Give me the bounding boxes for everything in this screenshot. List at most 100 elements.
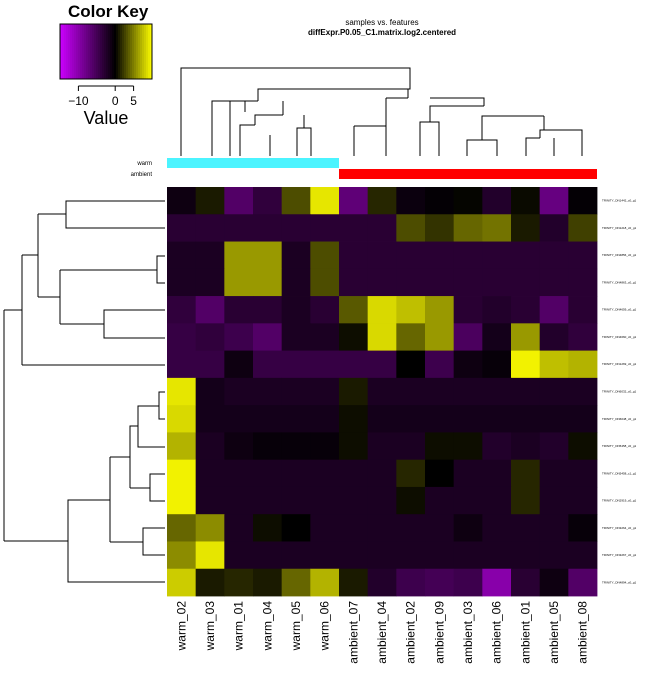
heatmap-cell [195, 541, 225, 570]
heatmap-cell [167, 296, 197, 324]
column-label: ambient_03 [461, 601, 475, 664]
color-key-tick-label: 5 [130, 94, 137, 108]
heatmap-cell [310, 296, 340, 324]
heatmap-cell [482, 350, 512, 379]
heatmap-cell [396, 323, 426, 351]
color-key-swatch [92, 24, 95, 79]
heatmap-cell [425, 486, 455, 515]
heatmap-cell [367, 241, 397, 270]
color-key-swatch [140, 24, 143, 79]
heatmap-cell [253, 296, 283, 324]
color-key-gradient [60, 24, 153, 79]
heatmap-cell [253, 214, 283, 242]
heatmap-cell [568, 323, 598, 351]
heatmap-cell [167, 350, 197, 379]
heatmap-cell [539, 268, 569, 297]
heatmap-cell [224, 241, 254, 270]
heatmap-cell [367, 296, 397, 324]
heatmap-cell [539, 514, 569, 542]
heatmap-cell [539, 486, 569, 515]
heatmap-cell [511, 405, 541, 433]
color-key-swatch [104, 24, 107, 79]
heatmap-cell [539, 541, 569, 570]
heatmap-cell [253, 514, 283, 542]
heatmap-cell [482, 377, 512, 406]
heatmap-cell [568, 459, 598, 488]
heatmap-cell [568, 350, 598, 379]
heatmap-cell [281, 241, 311, 270]
color-key-swatch [94, 24, 97, 79]
heatmap-cell [310, 350, 340, 379]
heatmap-cell [339, 541, 369, 570]
heatmap-cell [195, 432, 225, 461]
heatmap-cell [453, 268, 483, 297]
heatmap-cell [425, 323, 455, 351]
heatmap-cell [367, 350, 397, 379]
color-key-swatch [128, 24, 131, 79]
color-key-swatch [96, 24, 99, 79]
heatmap-cell [195, 214, 225, 242]
row-labels: TRINITY_DN1442_c0_g1 TRINITY_DN1218_c0_g1… [602, 199, 637, 585]
heatmap-cell [167, 377, 197, 406]
heatmap-cell [396, 268, 426, 297]
heatmap-cell [339, 459, 369, 488]
heatmap-cell [482, 432, 512, 461]
heatmap-cell [425, 241, 455, 270]
heatmap-cell [482, 459, 512, 488]
row-label: TRINITY_DN4856_c0_g1 [602, 253, 637, 257]
heatmap-cell [167, 323, 197, 351]
heatmap-cell [167, 459, 197, 488]
heatmap-cell [253, 432, 283, 461]
color-key-swatch [86, 24, 89, 79]
heatmap-cell [195, 459, 225, 488]
heatmap-cell [281, 486, 311, 515]
heatmap-cell [224, 323, 254, 351]
heatmap-cell [195, 568, 225, 597]
row-label: TRINITY_DN1218_c0_g1 [602, 226, 637, 230]
heatmap-cell [224, 214, 254, 242]
color-key-swatch [134, 24, 137, 79]
heatmap-cell [511, 323, 541, 351]
heatmap-cell [396, 459, 426, 488]
heatmap-cell [482, 296, 512, 324]
heatmap-cell [568, 377, 598, 406]
heatmap-cell [253, 568, 283, 597]
heatmap-cell [281, 541, 311, 570]
heatmap-cell [396, 541, 426, 570]
heatmap-cell [195, 514, 225, 542]
heatmap-cell [425, 377, 455, 406]
row-label: TRINITY_DN1269_c0_g1 [602, 362, 637, 366]
heatmap-cell [425, 405, 455, 433]
heatmap-cell [281, 187, 311, 215]
heatmap-cell [568, 514, 598, 542]
heatmap-cell [425, 459, 455, 488]
heatmap-cell [482, 541, 512, 570]
heatmap-cell [453, 486, 483, 515]
heatmap-cell [511, 541, 541, 570]
column-label: warm_06 [318, 601, 332, 652]
heatmap-cell [367, 323, 397, 351]
color-key-swatch [88, 24, 91, 79]
color-key-swatch [90, 24, 93, 79]
row-label: TRINITY_DN6032_c0_g1 [602, 390, 637, 394]
heatmap-cell [396, 514, 426, 542]
heatmap-cell [339, 350, 369, 379]
color-key-swatch [150, 24, 153, 79]
heatmap-cell [453, 241, 483, 270]
row-label: TRINITY_DN4660_c0_g1 [602, 335, 637, 339]
heatmap-cell [396, 296, 426, 324]
heatmap-cell [453, 459, 483, 488]
row-label: TRINITY_DN5458_c0_g1 [602, 444, 637, 448]
heatmap-cell [396, 377, 426, 406]
color-key-swatch [80, 24, 83, 79]
row-label: TRINITY_DN4659_c0_g1 [602, 308, 637, 312]
heatmap-cell [511, 241, 541, 270]
heatmap-cell [425, 568, 455, 597]
heatmap-cell [453, 541, 483, 570]
row-label: TRINITY_DN2919_c0_g1 [602, 499, 637, 503]
heatmap-cell [195, 486, 225, 515]
heatmap-cell [425, 541, 455, 570]
heatmap-cell [396, 241, 426, 270]
color-key-axis: −10 0 5 [68, 85, 137, 108]
heatmap-cell [482, 486, 512, 515]
